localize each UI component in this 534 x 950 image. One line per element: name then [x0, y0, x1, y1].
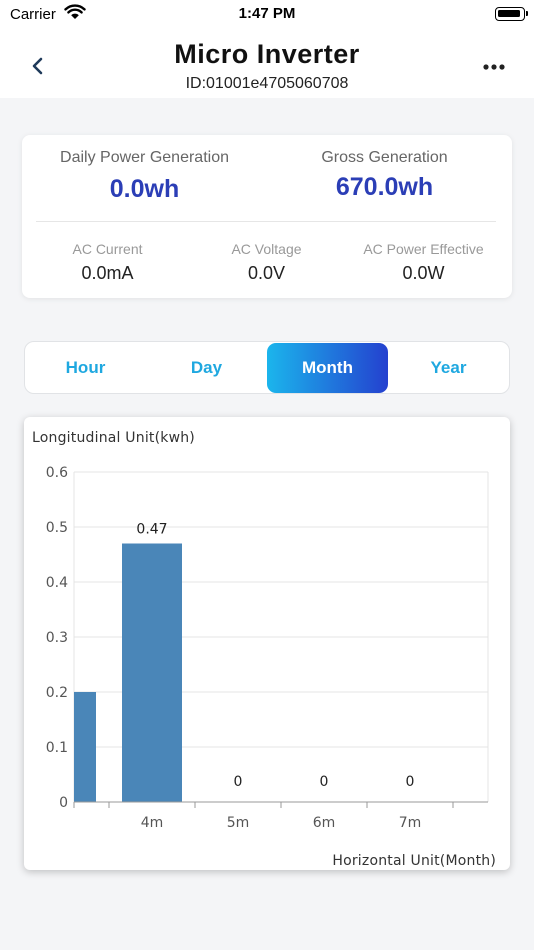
y-axis-label: Longitudinal Unit(kwh) [32, 430, 195, 446]
gross-generation: Gross Generation 670.0wh [262, 149, 507, 202]
bar [122, 543, 182, 802]
x-tick-label: 6m [313, 815, 336, 831]
daily-generation-label: Daily Power Generation [60, 149, 229, 166]
ac-voltage-value: 0.0V [247, 263, 286, 283]
gross-generation-label: Gross Generation [321, 149, 448, 166]
status-bar: Carrier 1:47 PM [0, 0, 534, 30]
more-horizontal-icon [483, 64, 505, 70]
more-button[interactable] [478, 54, 510, 80]
device-id: ID:01001e4705060708 [185, 75, 349, 92]
y-tick-label: 0.5 [46, 520, 68, 536]
status-time: 1:47 PM [238, 5, 296, 22]
bar-chart: 0 0.1 0.2 0.3 0.4 0.5 0.6 0.47 4m 0 5m 0 6m 0 7m [46, 465, 489, 831]
chevron-left-icon [32, 57, 43, 75]
tab-hour[interactable]: Hour [65, 357, 106, 377]
data-label: 0 [406, 774, 415, 790]
data-label: 0.47 [136, 522, 167, 538]
x-axis-label: Horizontal Unit(Month) [332, 853, 496, 869]
period-selector: Hour Day Month Year [24, 341, 510, 394]
chart-card: Longitudinal Unit(kwh) 0 0.1 0.2 0.3 0.4 0.5 0… [24, 417, 510, 870]
y-tick-label: 0 [59, 795, 68, 811]
bar [74, 692, 96, 802]
carrier-label: Carrier [10, 6, 56, 23]
tab-year[interactable]: Year [430, 357, 467, 377]
ac-power: AC Power Effective 0.0W [342, 241, 505, 284]
daily-generation-value: 0.0wh [109, 175, 180, 203]
x-tick-label: 5m [227, 815, 250, 831]
y-tick-label: 0.2 [46, 685, 68, 701]
back-button[interactable] [24, 50, 52, 82]
ac-power-label: AC Power Effective [363, 241, 484, 257]
data-label: 0 [234, 774, 243, 790]
ac-voltage-label: AC Voltage [231, 241, 302, 257]
daily-generation: Daily Power Generation 0.0wh [22, 149, 267, 204]
page-title: Micro Inverter [174, 39, 360, 69]
data-label: 0 [320, 774, 329, 790]
y-tick-label: 0.6 [46, 465, 68, 481]
ac-current: AC Current 0.0mA [26, 241, 189, 284]
ac-voltage: AC Voltage 0.0V [185, 241, 348, 284]
ac-power-value: 0.0W [402, 263, 445, 283]
y-tick-label: 0.1 [46, 740, 68, 756]
summary-card: Daily Power Generation 0.0wh Gross Gener… [22, 135, 512, 298]
x-tick-label: 4m [141, 815, 164, 831]
wifi-icon [64, 4, 86, 19]
y-tick-label: 0.3 [46, 630, 68, 646]
tab-month[interactable]: Month [267, 343, 388, 393]
x-tick-label: 7m [399, 815, 422, 831]
nav-bar: Micro Inverter ID:01001e4705060708 [0, 30, 534, 98]
y-tick-label: 0.4 [46, 575, 68, 591]
ac-current-value: 0.0mA [81, 263, 134, 283]
gross-generation-value: 670.0wh [335, 173, 434, 201]
top-area: Carrier 1:47 PM Micro Inverter ID:01001e… [0, 0, 534, 98]
divider [36, 221, 496, 222]
ac-current-label: AC Current [72, 241, 143, 257]
tab-day[interactable]: Day [190, 357, 223, 377]
battery-icon [495, 7, 528, 21]
